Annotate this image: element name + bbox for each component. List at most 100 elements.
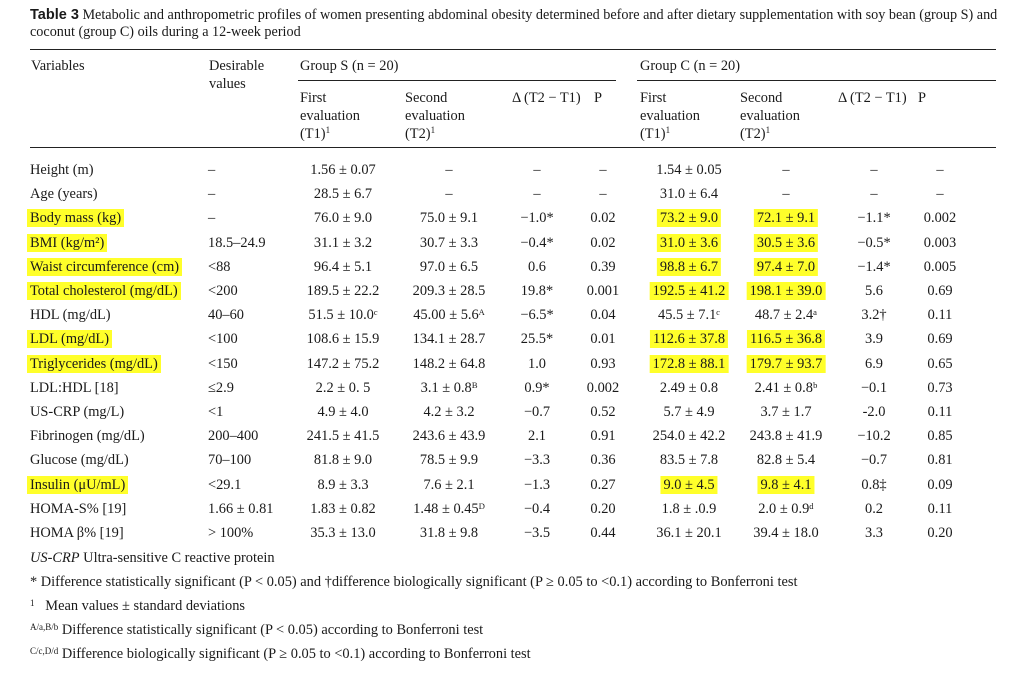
cell-variable: US-CRP (mg/L) (30, 404, 125, 420)
cell-s-second: 1.48 ± 0.45ᴰ (413, 500, 485, 517)
header-s-first: First evaluation (T1)1 (300, 90, 360, 142)
cell-c-p: 0.11 (927, 307, 953, 324)
cell-c-delta: 3.2† (861, 307, 887, 324)
cell-s-first: 1.56 ± 0.07 (310, 162, 376, 178)
header-c-p: P (918, 90, 927, 106)
cell-variable-highlighted: Triglycerides (mg/dL) (27, 354, 161, 373)
cell-c-delta: 3.9 (865, 331, 883, 348)
cell-c-first: 1.54 ± 0.05 (656, 162, 722, 178)
cell-c-first-highlighted: 192.5 ± 41.2 (649, 282, 729, 300)
cell-s-p: 0.91 (590, 428, 616, 445)
cell-s-delta: −6.5* (520, 307, 554, 324)
cell-desirable: <100 (208, 331, 238, 348)
cell-c-delta: −1.1* (857, 210, 891, 227)
cell-c-first-highlighted: 73.2 ± 9.0 (656, 209, 722, 228)
cell-c-p: 0.005 (923, 258, 957, 275)
cell-desirable: 1.66 ± 0.81 (208, 500, 274, 517)
cell-desirable: – (208, 210, 216, 227)
cell-c-p: 0.69 (927, 283, 953, 299)
cell-s-delta: 0.6 (528, 258, 546, 275)
cell-c-delta: 6.9 (865, 355, 883, 372)
cell-c-second: 243.8 ± 41.9 (749, 428, 823, 445)
cell-s-p: 0.52 (590, 404, 616, 420)
cell-c-second: 2.0 ± 0.9ᵈ (758, 500, 814, 517)
cell-c-p: – (936, 162, 944, 178)
cell-s-second: 3.1 ± 0.8ᴮ (420, 379, 478, 396)
cell-variable: HOMA β% [19] (30, 525, 124, 541)
cell-desirable: – (208, 186, 216, 203)
cell-s-first: 81.8 ± 9.0 (313, 452, 373, 469)
cell-s-first: 35.3 ± 13.0 (310, 525, 376, 541)
cell-s-second: 97.0 ± 6.5 (419, 258, 479, 275)
cell-s-p: 0.27 (590, 476, 616, 493)
cell-c-delta: – (870, 162, 878, 178)
cell-s-second: 45.00 ± 5.6ᴬ (413, 307, 485, 324)
header-variables: Variables (31, 58, 85, 74)
cell-desirable: 200–400 (208, 428, 259, 445)
cell-s-p: 0.39 (590, 258, 616, 275)
cell-c-p: 0.20 (927, 525, 953, 541)
footnote-significance: * Difference statistically significant (… (30, 574, 798, 590)
cell-c-delta: −0.5* (857, 234, 891, 251)
cell-c-second-highlighted: 179.7 ± 93.7 (746, 354, 826, 373)
cell-c-second-highlighted: 198.1 ± 39.0 (746, 282, 826, 300)
cell-variable: LDL:HDL [18] (30, 379, 119, 396)
cell-c-p: 0.81 (927, 452, 953, 469)
cell-s-second: 209.3 ± 28.5 (412, 283, 486, 299)
cell-s-first: 31.1 ± 3.2 (313, 234, 373, 251)
cell-variable-highlighted: Insulin (μU/mL) (27, 475, 129, 494)
header-s-second: Second evaluation (T2)1 (405, 90, 465, 142)
header-desirable: Desirable values (209, 58, 265, 92)
cell-s-delta: −0.4 (523, 500, 551, 517)
cell-s-p: 0.36 (590, 452, 616, 469)
cell-c-p: 0.65 (927, 355, 953, 372)
cell-c-first-highlighted: 112.6 ± 37.8 (649, 330, 729, 349)
cell-s-delta: −0.4* (520, 234, 554, 251)
cell-desirable: <1 (208, 404, 224, 420)
cell-desirable: 70–100 (208, 452, 252, 469)
cell-s-delta: – (533, 162, 541, 178)
header-s-delta: Δ (T2 − T1) (512, 90, 581, 106)
cell-c-p: 0.69 (927, 331, 953, 348)
cell-c-delta: 3.3 (865, 525, 883, 541)
cell-c-first: 83.5 ± 7.8 (659, 452, 719, 469)
cell-desirable: 40–60 (208, 307, 244, 324)
cell-s-first: 8.9 ± 3.3 (317, 476, 369, 493)
cell-c-second: 3.7 ± 1.7 (760, 404, 812, 420)
header-c-second: Second evaluation (T2)1 (740, 90, 800, 142)
table-label: Table 3 (30, 7, 79, 23)
cell-s-first: 96.4 ± 5.1 (313, 258, 373, 275)
table-caption-text: Metabolic and anthropometric profiles of… (30, 7, 998, 40)
footnote-biological: C/c,D/d Difference biologically signific… (30, 646, 531, 662)
cell-variable: Age (years) (30, 186, 98, 203)
header-c-first: First evaluation (T1)1 (640, 90, 700, 142)
cell-desirable: – (208, 162, 216, 178)
cell-c-second-highlighted: 116.5 ± 36.8 (746, 330, 826, 349)
cell-s-delta: −3.3 (523, 452, 551, 469)
cell-c-second-highlighted: 97.4 ± 7.0 (753, 257, 819, 276)
cell-s-p: 0.002 (586, 379, 620, 396)
header-group-s: Group S (n = 20) (300, 58, 399, 74)
cell-s-p: – (599, 186, 607, 203)
cell-s-p: 0.20 (590, 500, 616, 517)
cell-s-p: – (599, 162, 607, 178)
cell-variable-highlighted: Total cholesterol (mg/dL) (27, 282, 181, 300)
cell-variable: HOMA-S% [19] (30, 500, 127, 517)
cell-c-first-highlighted: 9.0 ± 4.5 (660, 475, 718, 494)
cell-s-first: 1.83 ± 0.82 (310, 500, 376, 517)
cell-variable-highlighted: BMI (kg/m²) (27, 233, 108, 252)
cell-variable-highlighted: LDL (mg/dL) (27, 330, 112, 349)
cell-s-p: 0.02 (590, 234, 616, 251)
cell-s-first: 147.2 ± 75.2 (306, 355, 380, 372)
cell-c-p: 0.002 (923, 210, 957, 227)
cell-variable: Fibrinogen (mg/dL) (30, 428, 145, 445)
cell-c-second-highlighted: 9.8 ± 4.1 (757, 475, 815, 494)
cell-s-p: 0.001 (586, 283, 620, 299)
cell-s-first: 2.2 ± 0. 5 (315, 379, 371, 396)
cell-s-first: 28.5 ± 6.7 (313, 186, 373, 203)
cell-c-second: 48.7 ± 2.4ᵃ (754, 307, 818, 324)
cell-s-delta: −1.3 (523, 476, 551, 493)
cell-c-second: – (782, 162, 790, 178)
cell-s-p: 0.93 (590, 355, 616, 372)
cell-desirable: <88 (208, 258, 231, 275)
